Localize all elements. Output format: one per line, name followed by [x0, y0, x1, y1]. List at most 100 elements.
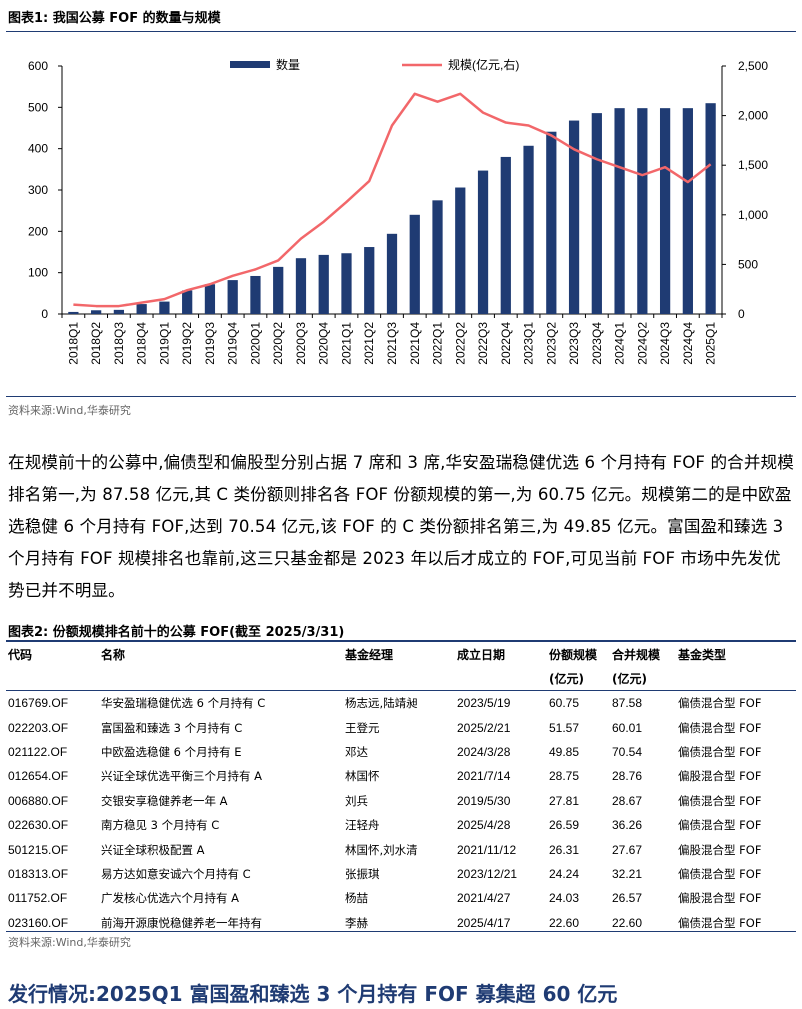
table-row: 012654.OF 兴证全球优选平衡三个月持有 A 林国怀 2021/7/14 28.7…	[6, 764, 796, 788]
x-tick-label: 2019Q3	[203, 322, 217, 365]
cell-type: 偏债混合型 FOF	[678, 696, 762, 711]
cell-manager: 杨志远,陆靖昶	[345, 696, 418, 711]
cell-name: 交银安享稳健养老一年 A	[101, 793, 228, 808]
x-tick-label: 2019Q4	[226, 322, 240, 365]
bar-count	[637, 108, 648, 314]
bar-count	[568, 120, 580, 314]
cell-name: 富国盈和臻选 3 个月持有 C	[101, 720, 243, 735]
y-left-tick-label: 100	[28, 266, 48, 280]
x-tick-label: 2025Q1	[704, 322, 718, 365]
table-row: 501215.OF 兴证全球积极配置 A 林国怀,刘水清 2021/11/12 26.3…	[6, 837, 796, 861]
cell-type: 偏股混合型 FOF	[678, 769, 762, 784]
x-tick-label: 2018Q2	[89, 322, 103, 365]
bar-count	[113, 309, 125, 314]
table-row: 023160.OF 前海开源康悦稳健养老一年持有 李赫 2025/4/17 22.60 2…	[6, 911, 796, 935]
table-row: 006880.OF 交银安享稳健养老一年 A 刘兵 2019/5/30 27.81 28.…	[6, 789, 796, 813]
cell-share: 51.57	[549, 720, 580, 735]
cell-manager: 张振琪	[345, 866, 380, 881]
bar-count	[546, 131, 557, 314]
bar-count	[705, 103, 716, 314]
y-right-tick-label: 2,000	[738, 109, 768, 123]
legend-line-label: 规模(亿元,右)	[448, 57, 519, 72]
x-tick-label: 2023Q3	[567, 322, 581, 365]
top10-fof-table: 代码 名称 基金经理 成立日期 份额规模 合并规模 基金类型 (亿元) (亿元)…	[6, 642, 796, 935]
bar-count	[341, 253, 352, 314]
cell-date: 2023/5/19	[457, 696, 511, 711]
y-right-tick-label: 2,500	[738, 59, 768, 73]
y-left-tick-label: 400	[28, 142, 48, 156]
bar-count	[409, 214, 420, 314]
figure1-source: 资料来源:Wind,华泰研究	[8, 404, 131, 417]
figure1-bottom-rule	[6, 396, 796, 397]
cell-date: 2023/12/21	[457, 866, 518, 881]
bar-count	[523, 145, 534, 314]
cell-merged: 60.01	[612, 720, 643, 735]
bar-count	[136, 304, 147, 314]
cell-merged: 70.54	[612, 744, 643, 759]
bar-count	[659, 108, 671, 314]
y-right-tick-label: 0	[738, 307, 745, 321]
cell-manager: 刘兵	[345, 793, 368, 808]
x-tick-label: 2021Q2	[362, 322, 376, 365]
x-tick-label: 2021Q1	[339, 322, 353, 365]
x-tick-label: 2023Q4	[590, 322, 604, 365]
x-tick-label: 2024Q4	[681, 322, 695, 365]
bar-count	[432, 200, 443, 314]
header-type: 基金类型	[678, 647, 727, 662]
cell-code: 012654.OF	[8, 769, 69, 784]
table-row: 022630.OF 南方稳见 3 个月持有 C 汪轻舟 2025/4/28 26.59 3…	[6, 813, 796, 837]
y-left-tick-label: 500	[28, 100, 48, 114]
cell-code: 022203.OF	[8, 720, 69, 735]
header-merged-size-unit: (亿元)	[612, 671, 647, 686]
x-tick-label: 2021Q3	[385, 322, 399, 365]
x-tick-label: 2018Q1	[66, 322, 80, 365]
y-right-tick-label: 500	[738, 257, 758, 271]
bar-count	[318, 254, 329, 314]
cell-type: 偏股混合型 FOF	[678, 891, 762, 906]
cell-name: 南方稳见 3 个月持有 C	[101, 818, 220, 833]
x-tick-label: 2020Q2	[271, 322, 285, 365]
legend-bar-swatch	[230, 61, 270, 68]
cell-type: 偏债混合型 FOF	[678, 866, 762, 881]
cell-manager: 林国怀,刘水清	[345, 842, 418, 857]
cell-name: 中欧盈选稳健 6 个月持有 E	[101, 744, 242, 759]
cell-date: 2025/4/17	[457, 915, 511, 930]
bar-count	[455, 187, 466, 314]
cell-share: 22.60	[549, 915, 580, 930]
x-tick-label: 2023Q1	[522, 322, 536, 365]
cell-code: 023160.OF	[8, 915, 69, 930]
cell-code: 022630.OF	[8, 818, 69, 833]
cell-manager: 杨喆	[345, 891, 368, 906]
y-right-tick-label: 1,500	[738, 158, 768, 172]
cell-manager: 林国怀	[345, 769, 380, 784]
cell-share: 24.03	[549, 891, 580, 906]
cell-name: 兴证全球优选平衡三个月持有 A	[101, 769, 263, 784]
table-row: 011752.OF 广发核心优选六个月持有 A 杨喆 2021/4/27 24.03 26…	[6, 886, 796, 910]
bar-count	[68, 311, 79, 314]
cell-date: 2024/3/28	[457, 744, 511, 759]
header-manager: 基金经理	[345, 647, 394, 662]
cell-share: 26.31	[549, 842, 580, 857]
cell-code: 006880.OF	[8, 793, 69, 808]
header-merged-size: 合并规模	[612, 647, 661, 662]
cell-code: 021122.OF	[8, 744, 68, 759]
cell-date: 2021/11/12	[457, 842, 517, 857]
bar-count	[614, 108, 625, 314]
x-tick-label: 2022Q1	[431, 322, 445, 365]
figure1-top-rule	[6, 31, 796, 32]
cell-merged: 28.76	[612, 769, 643, 784]
cell-share: 49.85	[549, 744, 580, 759]
bar-count	[386, 233, 398, 314]
cell-merged: 32.21	[612, 866, 643, 881]
cell-code: 501215.OF	[8, 842, 69, 857]
cell-date: 2021/4/27	[457, 891, 511, 906]
cell-date: 2021/7/14	[457, 769, 511, 784]
x-tick-label: 2018Q3	[112, 322, 126, 365]
x-tick-label: 2021Q4	[408, 322, 422, 365]
cell-type: 偏债混合型 FOF	[678, 744, 762, 759]
bar-count	[182, 290, 193, 314]
table-row: 016769.OF 华安盈瑞稳健优选 6 个月持有 C 杨志远,陆靖昶 2023/5/…	[6, 691, 796, 716]
cell-type: 偏债混合型 FOF	[678, 720, 762, 735]
cell-date: 2025/4/28	[457, 818, 511, 833]
cell-share: 28.75	[549, 769, 580, 784]
